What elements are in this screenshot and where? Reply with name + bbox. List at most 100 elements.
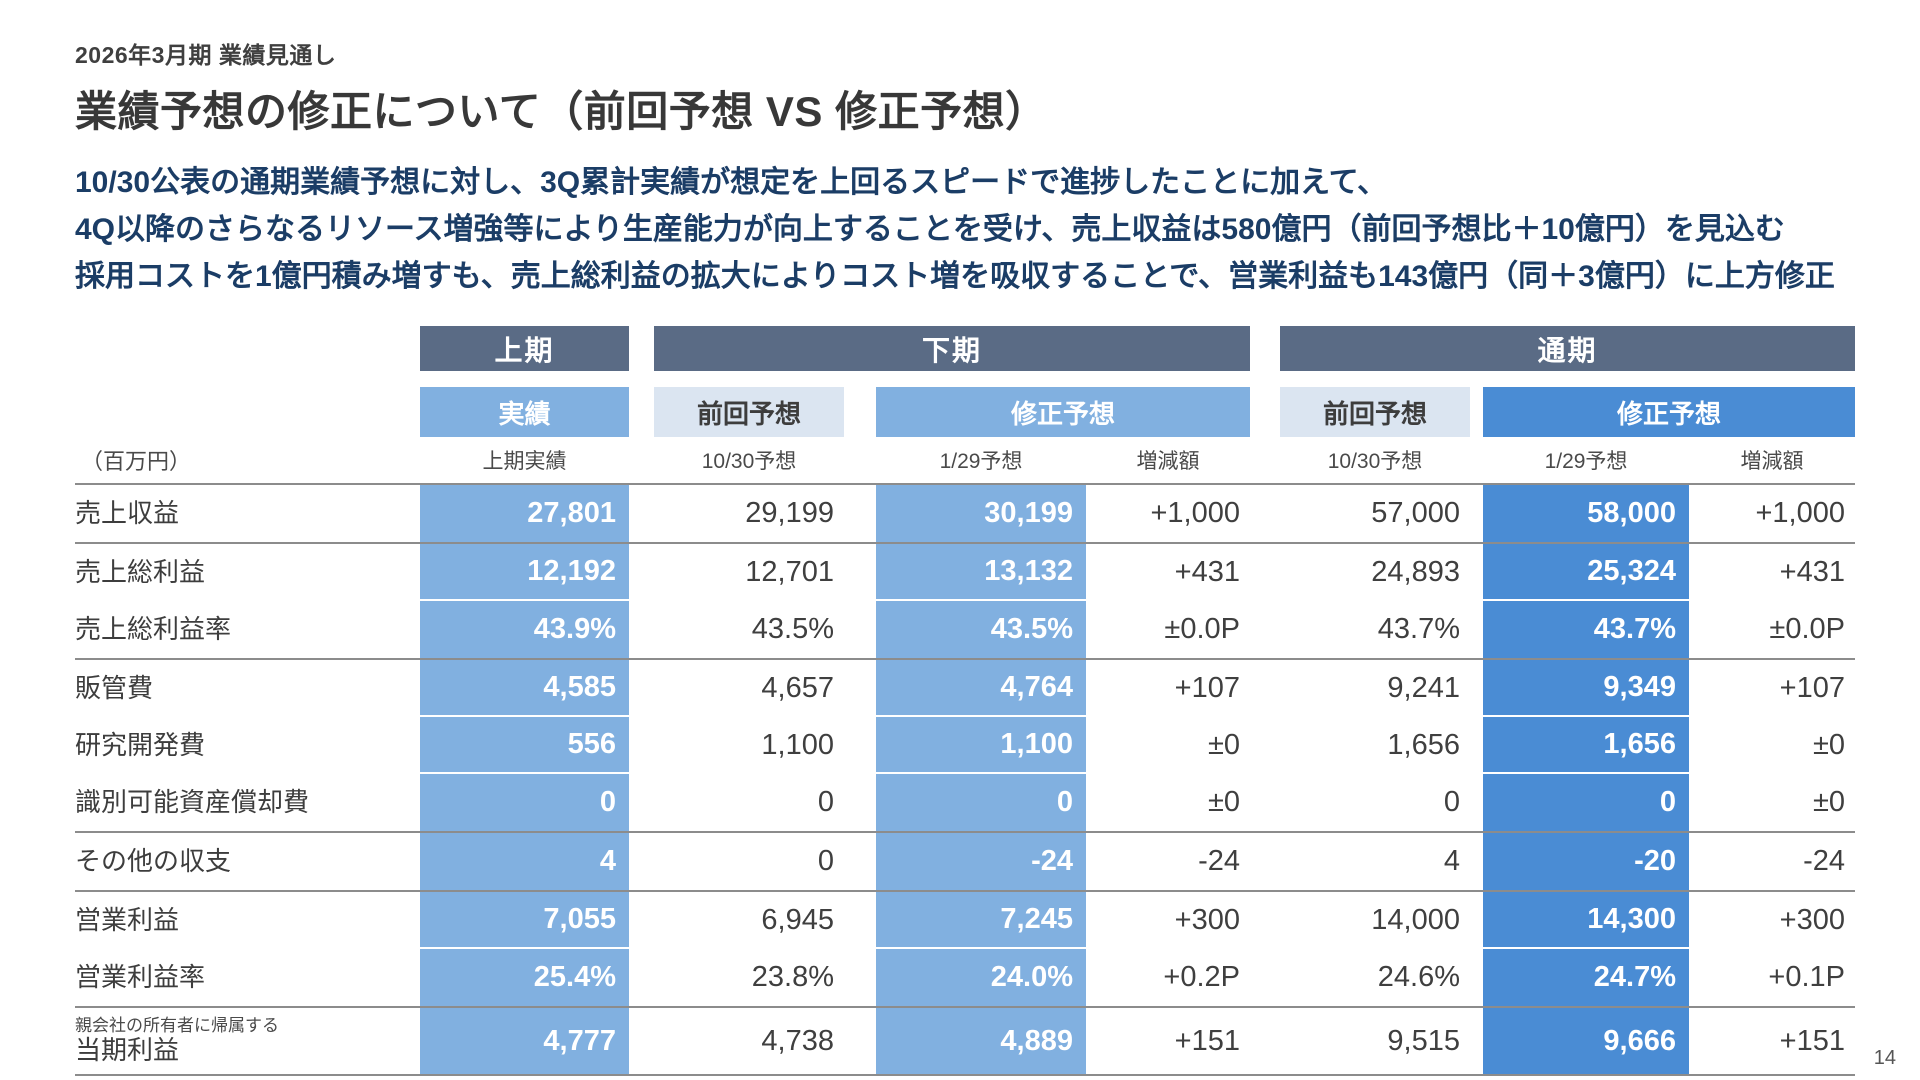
col-interim-actual: 上期実績 [482, 450, 567, 473]
table-row: 売上収益 27,801 29,199 30,199 +1,000 57,000 … [75, 485, 1855, 544]
cell-h2-previous: 12,701 [745, 556, 834, 588]
row-label: 売上総利益 [75, 544, 420, 601]
row-label-text: 営業利益率 [75, 962, 206, 993]
cell-fy-previous: 57,000 [1371, 497, 1460, 529]
cell-fy-revised: 0 [1483, 774, 1689, 831]
box-fy-revised: 修正予想 [1483, 387, 1855, 437]
intro-line-3: 採用コストを1億円積み増すも、売上総利益の拡大によりコスト増を吸収することで、営… [75, 260, 1835, 293]
table-row: 売上総利益率 43.9% 43.5% 43.5% ±0.0P 43.7% 43.… [75, 601, 1855, 660]
table-subheader-row: （百万円） 上期実績 10/30予想 1/29予想 増減額 10/30予想 1/… [75, 437, 1855, 485]
row-label-text: 識別可能資産償却費 [75, 787, 310, 818]
cell-fy-diff: +107 [1779, 672, 1845, 704]
intro-line-1: 10/30公表の通期業績予想に対し、3Q累計実績が想定を上回るスピードで進捗した… [75, 166, 1388, 199]
page-number: 14 [1873, 1047, 1896, 1069]
table-row: 売上総利益 12,192 12,701 13,132 +431 24,893 2… [75, 544, 1855, 601]
cell-h2-revised: 13,132 [876, 544, 1086, 601]
row-label-note: 親会社の所有者に帰属する [75, 1016, 279, 1036]
table-box-row: 実績 前回予想 修正予想 前回予想 修正予想 [75, 387, 1855, 437]
row-label: 販管費 [75, 660, 420, 717]
row-label: その他の収支 [75, 833, 420, 890]
intro-paragraph: 10/30公表の通期業績予想に対し、3Q累計実績が想定を上回るスピードで進捗した… [75, 159, 1855, 300]
unit-label: （百万円） [81, 449, 192, 474]
cell-h2-previous: 4,738 [761, 1024, 834, 1057]
band-second-half: 下期 [654, 326, 1250, 371]
cell-fy-revised: 9,666 [1483, 1008, 1689, 1074]
cell-fy-revised: -20 [1483, 833, 1689, 890]
intro-line-2: 4Q以降のさらなるリソース増強等により生産能力が向上することを受け、売上収益は5… [75, 213, 1785, 246]
cell-h2-revised: 24.0% [876, 949, 1086, 1006]
cell-fy-revised: 58,000 [1483, 485, 1689, 542]
cell-fy-previous: 9,241 [1387, 672, 1460, 704]
forecast-table: 上期 下期 通期 実績 前回予想 修正予想 前回予想 修正予想 （百万円） 上期… [75, 326, 1855, 1076]
table-row: その他の収支 4 0 -24 -24 4 -20 -24 [75, 833, 1855, 892]
row-label-text: その他の収支 [75, 846, 232, 877]
cell-fy-previous: 0 [1443, 786, 1460, 818]
slide-eyebrow: 2026年3月期 業績見通し [75, 42, 337, 68]
cell-h2-previous: 0 [817, 845, 834, 877]
table-body: 売上収益 27,801 29,199 30,199 +1,000 57,000 … [75, 485, 1855, 1076]
cell-h2-previous: 1,100 [761, 729, 834, 761]
row-label: 売上収益 [75, 485, 420, 542]
cell-fy-previous: 24.6% [1377, 961, 1460, 993]
cell-fy-previous: 14,000 [1371, 904, 1460, 936]
cell-interim-actual: 4 [420, 833, 629, 890]
cell-fy-previous: 1,656 [1387, 729, 1460, 761]
box-fy-previous: 前回予想 [1280, 387, 1470, 437]
cell-fy-revised: 24.7% [1483, 949, 1689, 1006]
cell-h2-previous: 4,657 [761, 672, 834, 704]
cell-interim-actual: 12,192 [420, 544, 629, 601]
cell-h2-revised: 7,245 [876, 892, 1086, 949]
cell-h2-diff: +431 [1174, 556, 1240, 588]
col-h2-diff: 増減額 [1136, 450, 1200, 473]
row-label-text: 売上総利益率 [75, 614, 232, 645]
col-fy-diff: 増減額 [1740, 450, 1804, 473]
slide-title: 業績予想の修正について（前回予想 VS 修正予想） [75, 88, 1048, 135]
col-h2-rev-date: 1/29予想 [939, 450, 1023, 473]
cell-interim-actual: 4,777 [420, 1008, 629, 1074]
table-row: 親会社の所有者に帰属する 当期利益 4,777 4,738 4,889 +151… [75, 1008, 1855, 1076]
table-row: 研究開発費 556 1,100 1,100 ±0 1,656 1,656 ±0 [75, 717, 1855, 774]
cell-fy-diff: ±0.0P [1769, 613, 1845, 645]
cell-fy-diff: +151 [1779, 1024, 1845, 1057]
cell-h2-revised: 30,199 [876, 485, 1086, 542]
cell-h2-previous: 0 [817, 786, 834, 818]
col-fy-rev-date: 1/29予想 [1544, 450, 1628, 473]
box-h2-revised: 修正予想 [876, 387, 1250, 437]
cell-h2-revised: 0 [876, 774, 1086, 831]
table-row: 販管費 4,585 4,657 4,764 +107 9,241 9,349 +… [75, 660, 1855, 717]
row-label: 親会社の所有者に帰属する 当期利益 [75, 1008, 420, 1074]
table-row: 営業利益 7,055 6,945 7,245 +300 14,000 14,30… [75, 892, 1855, 949]
cell-fy-previous: 43.7% [1377, 613, 1460, 645]
cell-h2-previous: 29,199 [745, 497, 834, 529]
row-label: 営業利益 [75, 892, 420, 949]
cell-h2-diff: ±0 [1207, 729, 1240, 761]
col-fy-prev-date: 10/30予想 [1327, 450, 1423, 473]
cell-h2-revised: 43.5% [876, 601, 1086, 658]
cell-fy-previous: 24,893 [1371, 556, 1460, 588]
cell-fy-diff: -24 [1803, 845, 1845, 877]
cell-h2-diff: +300 [1174, 904, 1240, 936]
cell-fy-revised: 1,656 [1483, 717, 1689, 774]
row-label-text: 営業利益 [75, 905, 180, 936]
band-interim: 上期 [420, 326, 629, 371]
cell-fy-diff: ±0 [1812, 786, 1845, 818]
row-label-text: 売上収益 [75, 498, 180, 529]
cell-interim-actual: 7,055 [420, 892, 629, 949]
cell-fy-diff: +0.1P [1768, 961, 1845, 993]
cell-interim-actual: 25.4% [420, 949, 629, 1006]
col-h2-prev-date: 10/30予想 [701, 450, 797, 473]
row-label: 売上総利益率 [75, 601, 420, 658]
cell-fy-revised: 43.7% [1483, 601, 1689, 658]
cell-h2-revised: 4,764 [876, 660, 1086, 717]
cell-h2-diff: +1,000 [1150, 497, 1240, 529]
cell-h2-diff: ±0.0P [1164, 613, 1240, 645]
cell-fy-diff: +431 [1779, 556, 1845, 588]
cell-interim-actual: 43.9% [420, 601, 629, 658]
cell-h2-diff: ±0 [1207, 786, 1240, 818]
cell-h2-revised: 4,889 [876, 1008, 1086, 1074]
cell-interim-actual: 0 [420, 774, 629, 831]
row-label: 営業利益率 [75, 949, 420, 1006]
cell-h2-diff: +0.2P [1163, 961, 1240, 993]
cell-interim-actual: 4,585 [420, 660, 629, 717]
